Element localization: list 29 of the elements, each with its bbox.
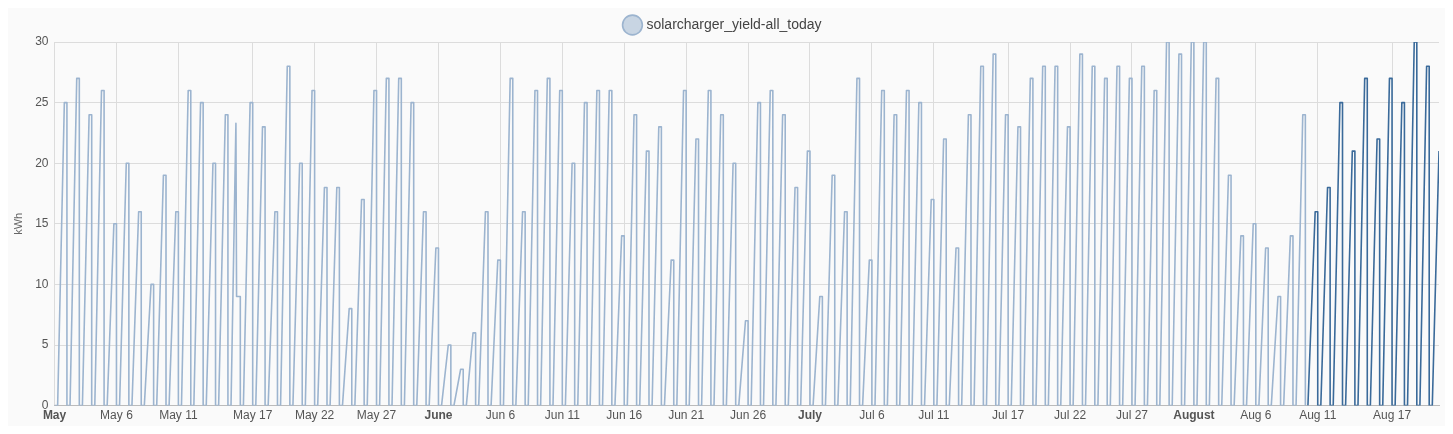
y-tick-label: 20	[35, 155, 49, 170]
x-tick-label: Jun 11	[544, 408, 581, 423]
x-tick-label: Jun 16	[606, 408, 643, 423]
x-tick-label: Jun 21	[668, 408, 705, 423]
x-tick-label: Jul 11	[918, 408, 950, 423]
x-tick-label: Jun 6	[485, 408, 516, 423]
x-tick-label: May 6	[100, 408, 134, 423]
x-tick-label: May 11	[159, 408, 198, 423]
y-axis-title: kWh	[11, 212, 24, 235]
legend-label: solarcharger_yield-all_today	[646, 15, 822, 32]
x-tick-label: Aug 6	[1240, 408, 1272, 423]
x-tick-label: June	[424, 408, 453, 423]
x-tick-label: Jul 17	[992, 408, 1025, 423]
x-tick-label: Jul 6	[859, 408, 885, 423]
x-tick-label: July	[797, 408, 823, 423]
x-tick-label: Jul 22	[1054, 408, 1087, 423]
x-tick-label: Aug 11	[1299, 408, 1337, 423]
x-tick-label: Aug 17	[1373, 408, 1412, 423]
y-tick-label: 5	[41, 337, 49, 352]
x-tick-label: May 22	[294, 408, 335, 423]
x-tick-label: Jul 27	[1115, 408, 1149, 423]
y-tick-label: 10	[35, 276, 49, 291]
x-tick-label: May 17	[233, 408, 273, 423]
y-tick-label: 15	[35, 216, 49, 231]
y-tick-label: 30	[35, 34, 49, 49]
x-tick-label: August	[1173, 408, 1215, 423]
x-tick-label: May 27	[356, 408, 397, 423]
x-tick-label: Jun 26	[730, 408, 767, 423]
y-tick-label: 25	[35, 94, 49, 109]
